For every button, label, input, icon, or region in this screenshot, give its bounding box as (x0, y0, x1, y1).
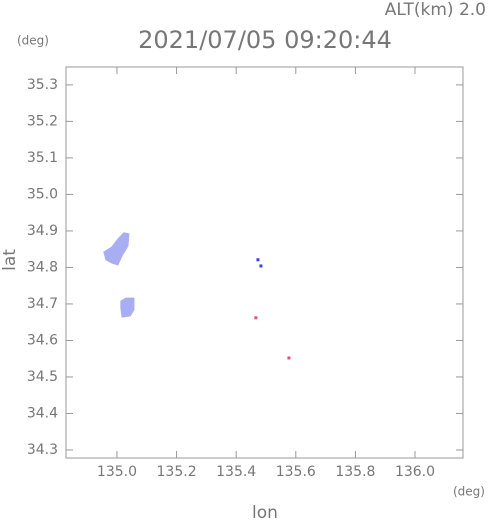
altitude-annotation: ALT(km) 2.0 (385, 0, 486, 20)
y-tick-label: 34.5 (27, 369, 58, 385)
x-tick-label: 135.0 (97, 464, 137, 480)
precip-point (287, 356, 291, 360)
x-tick-label: 135.6 (276, 464, 316, 480)
precip-point (259, 264, 263, 268)
plot-frame (65, 66, 464, 459)
y-tick-label: 34.6 (27, 332, 58, 348)
x-tick-label: 135.2 (157, 464, 197, 480)
x-axis-label: lon (252, 503, 278, 521)
y-tick-label: 34.8 (27, 259, 58, 275)
y-tick-label: 34.9 (27, 223, 58, 239)
y-tick-label: 35.1 (27, 150, 58, 166)
y-tick-label: 35.0 (27, 186, 58, 202)
x-tick-label: 135.8 (335, 464, 375, 480)
precip-point (256, 258, 260, 262)
y-tick-label: 34.7 (27, 296, 58, 312)
x-tick-label: 136.0 (395, 464, 435, 480)
y-tick-label: 34.3 (27, 442, 58, 458)
x-unit: (deg) (453, 485, 485, 499)
chart-title: 2021/07/05 09:20:44 (138, 26, 392, 54)
precip-area (103, 232, 130, 266)
y-tick-label: 35.2 (27, 113, 58, 129)
x-tick-label: 135.4 (216, 464, 256, 480)
y-tick-label: 34.4 (27, 405, 58, 421)
y-unit: (deg) (17, 34, 49, 48)
y-axis-label: lat (0, 249, 20, 271)
y-tick-label: 35.3 (27, 77, 58, 93)
precip-point (254, 316, 258, 320)
precip-area (120, 297, 135, 318)
